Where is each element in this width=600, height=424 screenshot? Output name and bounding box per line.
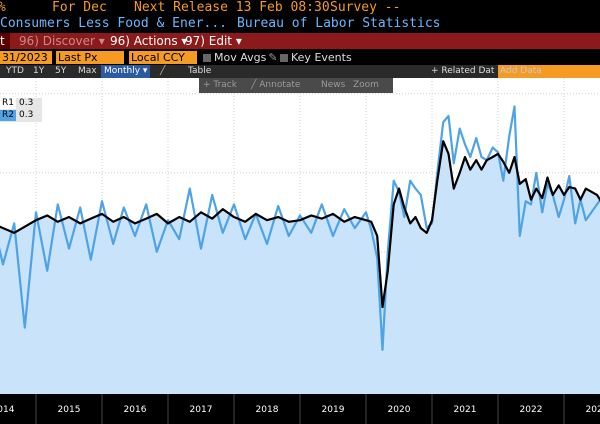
field-selector[interactable]: Last Px <box>56 51 124 64</box>
range-5y[interactable]: 5Y <box>55 66 67 76</box>
legend: R1 0.3 R2 0.3 <box>0 98 42 122</box>
pencil-icon: ✎ <box>268 51 278 64</box>
x-tick-label: 2020 <box>388 405 411 415</box>
x-tick-label: 2018 <box>256 405 279 415</box>
key-events-toggle[interactable]: Key Events <box>280 50 352 65</box>
zoom-tool[interactable]: Zoom <box>353 80 379 90</box>
x-tick-label: 2016 <box>124 405 147 415</box>
toolbar-left-fragment[interactable]: t <box>0 33 10 49</box>
r2-line <box>0 105 600 351</box>
function-toolbar: t 96) Discover ▾ 96) Actions ▾ 97) Edit … <box>0 33 600 49</box>
x-tick-label: 2023 <box>586 405 600 415</box>
edit-menu[interactable]: 97) Edit ▾ <box>185 34 242 48</box>
end-date-field[interactable]: 31/2023 <box>0 51 52 64</box>
survey-label: Survey -- <box>330 0 401 15</box>
currency-selector[interactable]: Local CCY <box>129 51 197 64</box>
actions-menu[interactable]: 96) Actions ▾ <box>110 34 188 48</box>
x-tick-label: 2022 <box>520 405 543 415</box>
next-release-label: Next Release 13 Feb 08:30 <box>134 0 330 15</box>
range-ytd[interactable]: YTD <box>6 66 24 76</box>
x-tick-label: 2019 <box>322 405 345 415</box>
series-name: Consumers Less Food & Ener... <box>0 16 227 31</box>
annotate-tool[interactable]: ╱ Annotate <box>251 80 301 90</box>
range-bar: YTD 1Y 5Y Max Monthly ▾ ╱ Table + Relate… <box>0 65 600 78</box>
period-label: For Dec <box>52 0 107 15</box>
source-name: Bureau of Labor Statistics <box>237 16 441 31</box>
chart-type-icon[interactable]: ╱ <box>160 66 166 76</box>
chart-controls-bar: 31/2023 Last Px Local CCY Mov Avgs ✎ Key … <box>0 50 600 65</box>
news-tool[interactable]: News <box>321 80 346 90</box>
add-data-input[interactable]: Add Data <box>498 65 600 78</box>
range-max[interactable]: Max <box>78 66 97 76</box>
chevron-down-icon: ▾ <box>142 66 148 76</box>
series-title-bar: Consumers Less Food & Ener... Bureau of … <box>0 16 600 33</box>
discover-menu[interactable]: 96) Discover ▾ <box>19 34 105 48</box>
x-tick-label: 2017 <box>190 405 213 415</box>
r1-area-fill <box>0 141 600 394</box>
mov-avgs-toggle[interactable]: Mov Avgs ✎ <box>203 50 278 65</box>
chart-tools-menu: + Track ╱ Annotate News Zoom <box>199 78 393 93</box>
x-tick-label: 2021 <box>454 405 477 415</box>
checkbox-icon <box>280 54 288 62</box>
checkbox-icon <box>203 54 211 62</box>
x-tick-label: 2014 <box>0 405 15 415</box>
r1-line <box>0 140 600 309</box>
x-axis-ticks: 2014 2015 2016 2017 2018 2019 2020 2021 2022 2023 <box>0 394 600 424</box>
range-1y[interactable]: 1Y <box>33 66 45 76</box>
legend-r1: R1 0.3 <box>0 98 34 109</box>
header-pct-fragment: % <box>0 0 6 15</box>
table-button[interactable]: Table <box>188 66 212 76</box>
release-info-bar: % For Dec Next Release 13 Feb 08:30 Surv… <box>0 0 600 17</box>
x-tick-label: 2015 <box>58 405 81 415</box>
price-chart[interactable]: 2014 2015 2016 2017 2018 2019 2020 2021 2022 2023 <box>0 78 600 424</box>
track-tool[interactable]: + Track <box>203 80 237 90</box>
related-data-button[interactable]: + Related Dat <box>431 66 495 76</box>
frequency-selector[interactable]: Monthly ▾ <box>101 65 151 78</box>
legend-r2: R2 0.3 <box>0 110 34 121</box>
